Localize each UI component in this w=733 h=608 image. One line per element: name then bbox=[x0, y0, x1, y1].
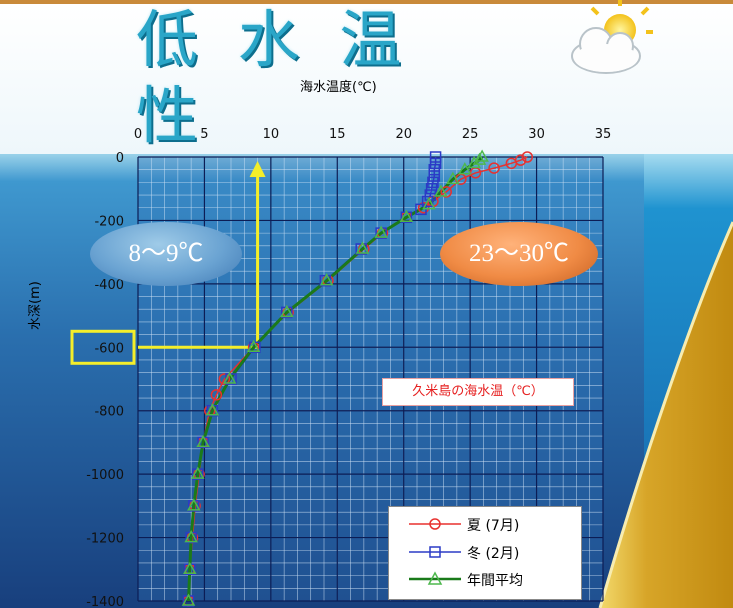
legend-label-winter: 冬 (2月) bbox=[467, 546, 520, 562]
annual-point bbox=[319, 273, 334, 286]
top-rule bbox=[0, 0, 733, 4]
annual-point bbox=[446, 171, 460, 184]
annual-point bbox=[222, 371, 237, 384]
annual-point bbox=[181, 593, 196, 606]
annual-point bbox=[280, 304, 294, 318]
y-tick-label: -800 bbox=[94, 405, 124, 420]
annual-point bbox=[191, 466, 205, 479]
annual-marker-icon bbox=[409, 571, 461, 585]
highlight-arrowhead bbox=[249, 161, 266, 177]
annual-point bbox=[472, 152, 487, 165]
winter-point bbox=[429, 157, 442, 170]
winter-point bbox=[427, 176, 439, 189]
summer-point bbox=[218, 373, 231, 385]
chart-caption: 久米島の海水温（℃） bbox=[382, 378, 574, 406]
winter-point bbox=[429, 151, 442, 163]
legend-item-summer: 夏 (7月) bbox=[389, 513, 581, 535]
winter-point bbox=[425, 182, 438, 195]
annual-point bbox=[187, 498, 201, 511]
x-tick-label: 20 bbox=[395, 127, 412, 142]
y-tick-label: -200 bbox=[94, 214, 124, 229]
x-tick-label: 25 bbox=[462, 127, 479, 142]
annual-point bbox=[399, 209, 414, 223]
highlight-depth-box bbox=[70, 329, 136, 365]
x-axis-title: 海水温度(℃) bbox=[300, 80, 377, 95]
annual-point bbox=[458, 162, 472, 175]
y-tick-label: -1400 bbox=[86, 595, 124, 608]
annual-point bbox=[196, 434, 210, 448]
annual-point bbox=[184, 530, 198, 543]
y-tick-label: 0 bbox=[116, 151, 124, 166]
annual-point bbox=[246, 339, 261, 353]
x-tick-label: 35 bbox=[595, 127, 612, 142]
annual-point bbox=[374, 225, 388, 238]
sun-cloud-icon bbox=[571, 0, 653, 74]
surface-temperature-bubble: 23～30℃ bbox=[440, 222, 598, 286]
y-axis-title: 水深(m) bbox=[28, 281, 43, 330]
summer-point bbox=[505, 157, 518, 170]
summer-marker-icon bbox=[409, 518, 461, 530]
x-tick-label: 10 bbox=[263, 127, 280, 142]
chart-legend: 夏 (7月) 冬 (2月) 年間平均 bbox=[388, 506, 582, 600]
y-tick-label: -1200 bbox=[86, 532, 124, 547]
legend-label-summer: 夏 (7月) bbox=[467, 518, 520, 534]
x-tick-label: 5 bbox=[200, 127, 208, 142]
y-tick-label: -400 bbox=[94, 278, 124, 293]
y-tick-label: -1000 bbox=[86, 468, 124, 483]
winter-point bbox=[415, 203, 427, 216]
summer-point bbox=[210, 389, 223, 401]
winter-point bbox=[428, 163, 441, 176]
winter-marker-icon bbox=[409, 546, 461, 558]
annual-point bbox=[467, 155, 481, 169]
winter-point bbox=[421, 195, 434, 208]
annual-point bbox=[183, 561, 197, 575]
annual-point bbox=[205, 403, 220, 416]
series-line-2 bbox=[187, 156, 484, 602]
legend-item-winter: 冬 (2月) bbox=[389, 541, 581, 563]
annual-point bbox=[434, 184, 448, 197]
x-tick-label: 30 bbox=[528, 127, 545, 142]
x-tick-label: 15 bbox=[329, 127, 346, 142]
legend-label-annual: 年間平均 bbox=[467, 573, 523, 589]
summer-point bbox=[417, 201, 430, 214]
y-tick-label: -600 bbox=[94, 341, 124, 356]
deep-temperature-bubble: 8～9℃ bbox=[90, 222, 242, 286]
summer-point bbox=[521, 151, 534, 163]
winter-point bbox=[428, 170, 441, 182]
annual-point bbox=[422, 197, 436, 210]
page-title: 低 水 温 性 bbox=[136, 3, 412, 152]
annual-point bbox=[475, 149, 489, 162]
legend-item-annual: 年間平均 bbox=[389, 568, 581, 590]
summer-point bbox=[440, 186, 452, 198]
annual-point bbox=[355, 241, 370, 254]
x-tick-label: 0 bbox=[134, 127, 142, 142]
cloud-icon bbox=[571, 27, 641, 74]
summer-point bbox=[488, 162, 500, 174]
